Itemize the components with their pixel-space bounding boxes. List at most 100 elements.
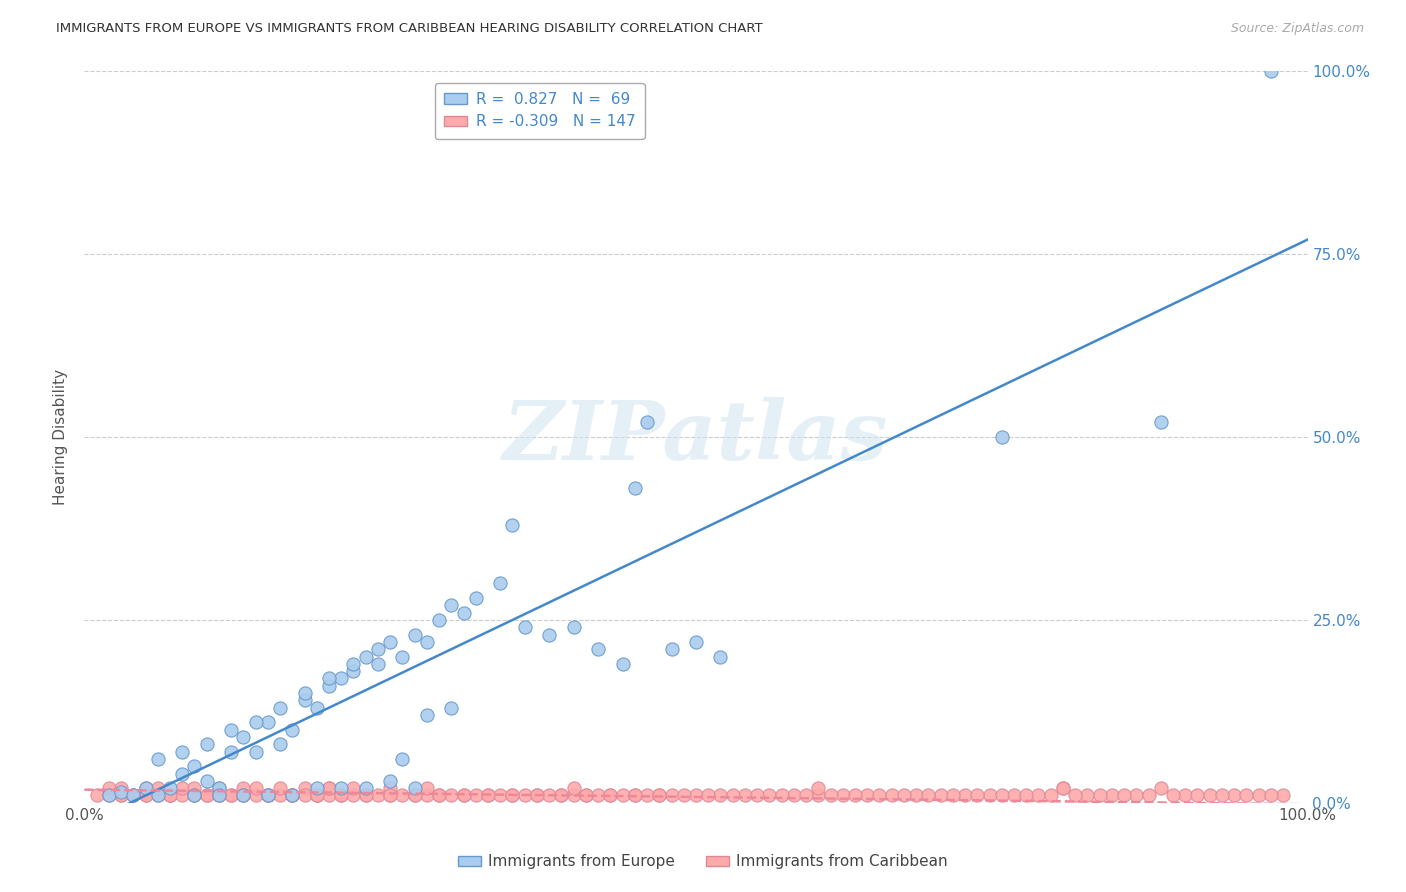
Point bbox=[257, 789, 280, 803]
Point bbox=[404, 789, 426, 803]
Point bbox=[245, 789, 267, 803]
Point bbox=[1187, 789, 1209, 803]
Point bbox=[354, 649, 377, 664]
Point bbox=[979, 789, 1001, 803]
Point bbox=[195, 789, 218, 803]
Point bbox=[1052, 781, 1074, 796]
Point bbox=[1150, 416, 1173, 430]
Point bbox=[342, 781, 364, 796]
Point bbox=[1137, 789, 1160, 803]
Text: IMMIGRANTS FROM EUROPE VS IMMIGRANTS FROM CARIBBEAN HEARING DISABILITY CORRELATI: IMMIGRANTS FROM EUROPE VS IMMIGRANTS FRO… bbox=[56, 22, 763, 36]
Point bbox=[612, 789, 634, 803]
Point bbox=[1272, 789, 1295, 803]
Point bbox=[208, 781, 231, 796]
Point bbox=[1076, 789, 1098, 803]
Point bbox=[880, 789, 903, 803]
Point bbox=[624, 481, 647, 495]
Point bbox=[929, 789, 952, 803]
Point bbox=[159, 789, 181, 803]
Point bbox=[219, 789, 242, 803]
Text: Source: ZipAtlas.com: Source: ZipAtlas.com bbox=[1230, 22, 1364, 36]
Point bbox=[281, 789, 304, 803]
Point bbox=[685, 635, 707, 649]
Point bbox=[232, 781, 254, 796]
Point bbox=[257, 715, 280, 730]
Point bbox=[721, 789, 744, 803]
Point bbox=[453, 606, 475, 620]
Point bbox=[1247, 789, 1270, 803]
Point bbox=[636, 789, 658, 803]
Point bbox=[219, 745, 242, 759]
Point bbox=[893, 789, 915, 803]
Point bbox=[1223, 789, 1246, 803]
Point bbox=[917, 789, 939, 803]
Point bbox=[330, 781, 353, 796]
Point bbox=[770, 789, 793, 803]
Point bbox=[367, 657, 389, 671]
Point bbox=[257, 789, 280, 803]
Point bbox=[195, 773, 218, 788]
Point bbox=[208, 789, 231, 803]
Point bbox=[232, 730, 254, 744]
Y-axis label: Hearing Disability: Hearing Disability bbox=[53, 369, 69, 505]
Point bbox=[172, 766, 194, 780]
Point bbox=[489, 789, 512, 803]
Point bbox=[624, 789, 647, 803]
Point bbox=[110, 789, 132, 803]
Point bbox=[416, 635, 439, 649]
Point bbox=[318, 679, 340, 693]
Point bbox=[599, 789, 621, 803]
Point bbox=[219, 723, 242, 737]
Point bbox=[807, 781, 830, 796]
Point bbox=[318, 781, 340, 796]
Point bbox=[146, 789, 169, 803]
Point bbox=[427, 789, 450, 803]
Point bbox=[380, 789, 402, 803]
Point bbox=[1039, 789, 1062, 803]
Point bbox=[146, 789, 169, 803]
Point bbox=[97, 789, 120, 803]
Point bbox=[1015, 789, 1038, 803]
Point bbox=[440, 789, 463, 803]
Point bbox=[453, 789, 475, 803]
Point bbox=[172, 745, 194, 759]
Point bbox=[122, 789, 145, 803]
Point bbox=[1198, 789, 1220, 803]
Point bbox=[122, 789, 145, 803]
Point bbox=[416, 708, 439, 723]
Point bbox=[269, 700, 291, 714]
Point bbox=[281, 789, 304, 803]
Point bbox=[232, 789, 254, 803]
Point bbox=[820, 789, 842, 803]
Point bbox=[404, 781, 426, 796]
Point bbox=[685, 789, 707, 803]
Point bbox=[342, 657, 364, 671]
Point bbox=[122, 789, 145, 803]
Point bbox=[257, 789, 280, 803]
Point bbox=[294, 686, 316, 700]
Point bbox=[172, 781, 194, 796]
Point bbox=[831, 789, 853, 803]
Point bbox=[330, 789, 353, 803]
Point bbox=[661, 642, 683, 657]
Point bbox=[599, 789, 621, 803]
Point bbox=[624, 789, 647, 803]
Point bbox=[709, 789, 731, 803]
Point bbox=[391, 752, 413, 766]
Point bbox=[305, 789, 328, 803]
Point bbox=[575, 789, 598, 803]
Point bbox=[807, 789, 830, 803]
Point bbox=[159, 789, 181, 803]
Point bbox=[135, 789, 157, 803]
Point bbox=[245, 745, 267, 759]
Point bbox=[477, 789, 499, 803]
Point bbox=[427, 613, 450, 627]
Point bbox=[1064, 789, 1087, 803]
Point bbox=[354, 789, 377, 803]
Point bbox=[159, 789, 181, 803]
Point bbox=[562, 789, 585, 803]
Point bbox=[354, 789, 377, 803]
Point bbox=[538, 627, 561, 641]
Point bbox=[330, 789, 353, 803]
Point bbox=[232, 789, 254, 803]
